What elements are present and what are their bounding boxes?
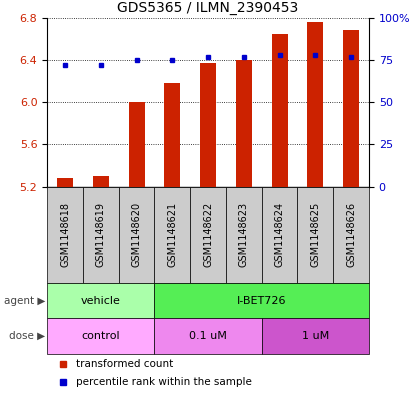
Bar <box>154 187 190 283</box>
Bar <box>200 63 216 187</box>
Text: GSM1148619: GSM1148619 <box>96 202 106 267</box>
Bar <box>154 318 261 354</box>
Bar <box>225 187 261 283</box>
Text: agent ▶: agent ▶ <box>4 296 45 306</box>
Text: GSM1148626: GSM1148626 <box>345 202 355 267</box>
Text: transformed count: transformed count <box>76 358 173 369</box>
Bar <box>118 187 154 283</box>
Bar <box>333 187 368 283</box>
Text: GSM1148621: GSM1148621 <box>167 202 177 267</box>
Bar <box>164 83 180 187</box>
Text: I-BET726: I-BET726 <box>236 296 286 306</box>
Text: vehicle: vehicle <box>81 296 120 306</box>
Text: dose ▶: dose ▶ <box>9 331 45 341</box>
Bar <box>307 22 323 187</box>
Bar <box>261 187 297 283</box>
Bar <box>47 187 83 283</box>
Bar <box>47 318 154 354</box>
Text: GSM1148620: GSM1148620 <box>131 202 141 267</box>
Bar <box>271 33 287 187</box>
Bar <box>92 176 108 187</box>
Text: GSM1148618: GSM1148618 <box>60 202 70 267</box>
Bar <box>83 187 118 283</box>
Text: GSM1148623: GSM1148623 <box>238 202 248 267</box>
Bar <box>128 102 144 187</box>
Text: GSM1148624: GSM1148624 <box>274 202 284 267</box>
Bar <box>342 30 358 187</box>
Text: percentile rank within the sample: percentile rank within the sample <box>76 377 252 387</box>
Text: GSM1148622: GSM1148622 <box>202 202 213 268</box>
Text: GSM1148625: GSM1148625 <box>310 202 319 268</box>
Bar <box>47 283 154 318</box>
Bar <box>297 187 333 283</box>
Bar <box>261 318 368 354</box>
Text: 0.1 uM: 0.1 uM <box>189 331 227 341</box>
Bar <box>190 187 225 283</box>
Bar <box>57 178 73 187</box>
Text: 1 uM: 1 uM <box>301 331 328 341</box>
Bar <box>154 283 368 318</box>
Bar <box>235 60 251 187</box>
Text: control: control <box>81 331 120 341</box>
Title: GDS5365 / ILMN_2390453: GDS5365 / ILMN_2390453 <box>117 1 298 15</box>
